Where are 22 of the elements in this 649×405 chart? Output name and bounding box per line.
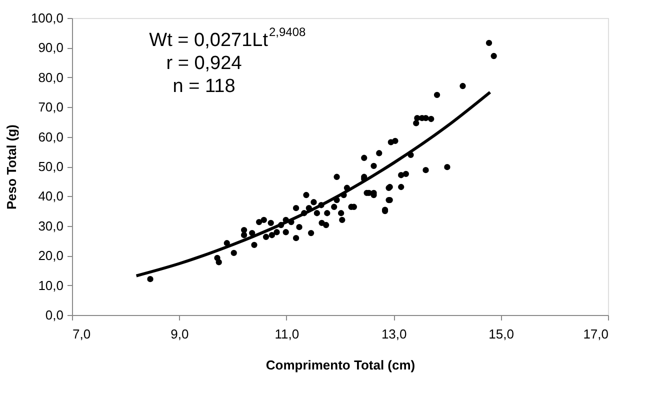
x-tick-label: 17,0 [583, 326, 608, 342]
y-tick-label: 80,0 [38, 70, 64, 85]
annotation: n = 118 [172, 76, 236, 97]
x-tick-label: 9,0 [170, 326, 189, 342]
annotation: r = 0,924 [166, 53, 242, 74]
x-tick-label: 13,0 [381, 326, 407, 342]
y-tick-label: 0,0 [45, 308, 64, 322]
line-series [134, 90, 492, 278]
y-axis-title: Peso Total (g) [4, 124, 19, 210]
x-tick-label: 15,0 [488, 326, 514, 342]
y-tick-label: 50,0 [38, 159, 64, 174]
y-tick-label: 90,0 [38, 40, 64, 56]
y-tick-label: 30,0 [38, 218, 64, 234]
y-tick-label: 70,0 [38, 100, 64, 115]
y-tick-label: 60,0 [38, 129, 64, 144]
x-tick-label: 7,0 [72, 326, 91, 342]
y-tick-label: 100,0 [30, 10, 64, 26]
y-tick-label: 10,0 [38, 278, 64, 293]
x-axis-title: Comprimento Total (cm) [266, 358, 416, 372]
x-tick-label: 11,0 [274, 326, 300, 342]
y-tick-label: 40,0 [38, 188, 64, 204]
y-tick-label: 20,0 [38, 248, 64, 264]
